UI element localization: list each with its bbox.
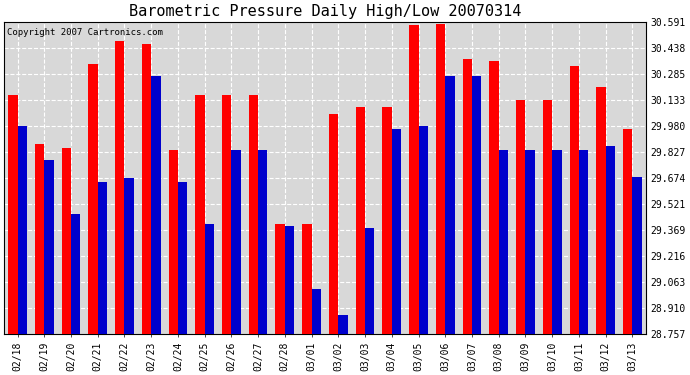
Bar	[231, 150, 241, 334]
Bar	[525, 150, 535, 334]
Bar	[338, 315, 348, 334]
Bar	[436, 24, 445, 334]
Bar	[44, 160, 54, 334]
Bar	[98, 182, 107, 334]
Bar	[258, 150, 268, 334]
Bar	[552, 150, 562, 334]
Bar	[569, 66, 579, 334]
Bar	[302, 224, 312, 334]
Bar	[365, 228, 375, 334]
Bar	[8, 95, 17, 334]
Bar	[151, 76, 161, 334]
Bar	[516, 100, 525, 334]
Bar	[606, 146, 615, 334]
Bar	[355, 107, 365, 334]
Bar	[472, 76, 482, 334]
Bar	[88, 64, 98, 334]
Bar	[168, 150, 178, 334]
Text: Copyright 2007 Cartronics.com: Copyright 2007 Cartronics.com	[8, 28, 164, 37]
Bar	[195, 95, 205, 334]
Bar	[17, 126, 27, 334]
Bar	[382, 107, 392, 334]
Bar	[124, 178, 134, 334]
Bar	[543, 100, 552, 334]
Bar	[489, 61, 499, 334]
Bar	[205, 224, 214, 334]
Bar	[419, 126, 428, 334]
Bar	[596, 87, 606, 334]
Bar	[61, 148, 71, 334]
Bar	[632, 177, 642, 334]
Bar	[142, 44, 151, 334]
Bar	[222, 95, 231, 334]
Bar	[623, 129, 632, 334]
Bar	[71, 214, 80, 334]
Bar	[312, 289, 321, 334]
Bar	[445, 76, 455, 334]
Bar	[392, 129, 401, 334]
Bar	[35, 144, 44, 334]
Bar	[178, 182, 187, 334]
Bar	[285, 226, 294, 334]
Bar	[115, 40, 124, 334]
Bar	[462, 59, 472, 334]
Bar	[275, 224, 285, 334]
Bar	[249, 95, 258, 334]
Bar	[499, 150, 508, 334]
Bar	[579, 150, 589, 334]
Title: Barometric Pressure Daily High/Low 20070314: Barometric Pressure Daily High/Low 20070…	[129, 4, 521, 19]
Bar	[329, 114, 338, 334]
Bar	[409, 25, 419, 334]
